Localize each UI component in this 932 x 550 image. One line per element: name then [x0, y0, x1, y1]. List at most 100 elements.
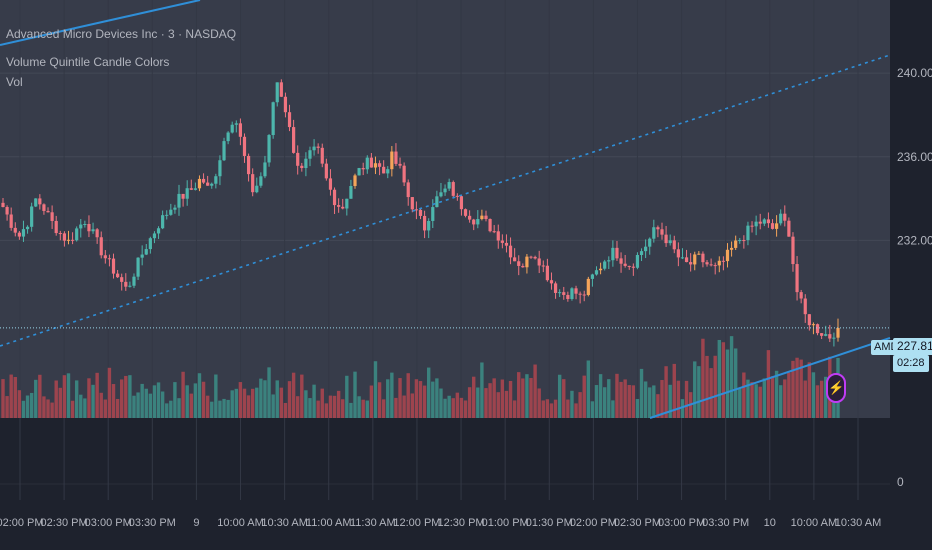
volume-bar: [365, 400, 369, 418]
candle-body: [693, 254, 697, 265]
candle-body: [697, 253, 701, 255]
trendline-upper: [0, 0, 201, 46]
volume-bar: [819, 380, 824, 418]
candle-body: [644, 246, 648, 252]
candle-body: [451, 182, 455, 196]
candle-body: [13, 227, 17, 233]
symbol-legend[interactable]: Advanced Micro Devices Inc · 3 · NASDAQ: [6, 27, 237, 41]
candle-body: [472, 219, 476, 225]
candle-body: [627, 265, 631, 267]
volume-bar: [811, 372, 816, 418]
candle-body: [533, 256, 537, 259]
price-tick-label: 236.00: [897, 150, 932, 164]
candle-body: [271, 102, 275, 136]
candle-body: [558, 292, 562, 294]
volume-bar: [676, 380, 681, 418]
volume-bar: [201, 381, 206, 418]
volume-bar: [713, 355, 717, 418]
volume-bar: [652, 385, 656, 418]
volume-bar: [717, 339, 721, 418]
time-tick-label: 01:00 PM: [482, 517, 529, 529]
candle-body: [791, 236, 795, 265]
volume-bar: [369, 385, 374, 418]
volume-bar: [721, 342, 726, 418]
candle-body: [279, 82, 283, 97]
candle-body: [255, 185, 259, 193]
candle-body: [234, 123, 238, 125]
candle-body: [725, 249, 730, 262]
volume-bar: [320, 388, 324, 418]
volume-bar: [570, 390, 574, 418]
indicator-legend[interactable]: Volume Quintile Candle Colors: [6, 55, 170, 69]
volume-legend[interactable]: Vol: [6, 75, 23, 89]
candle-body: [156, 228, 161, 234]
volume-bar: [373, 361, 378, 418]
volume-bar: [152, 385, 157, 418]
candle-body: [676, 249, 680, 258]
candle-body: [107, 258, 112, 260]
volume-bar: [160, 391, 165, 418]
volume-bar: [525, 374, 529, 418]
volume-bar: [648, 387, 652, 418]
time-tick-label: 02:00 PM: [0, 517, 44, 529]
candle-body: [316, 146, 320, 148]
volume-bar: [439, 388, 443, 418]
candle-body: [30, 206, 34, 227]
time-tick-label: 03:00 PM: [85, 517, 132, 529]
candle-body: [488, 219, 492, 232]
volume-bar: [799, 359, 803, 418]
candle-body: [783, 213, 787, 221]
volume-bar: [598, 374, 603, 418]
volume-bar: [607, 379, 611, 418]
volume-bar: [635, 399, 640, 418]
volume-bar: [9, 374, 13, 418]
volume-bar: [643, 381, 648, 418]
candle-body: [668, 240, 672, 244]
candle-body: [152, 233, 157, 239]
candle-body: [807, 314, 811, 326]
candle-body: [664, 234, 668, 244]
volume-bar: [697, 366, 701, 418]
candle-body: [75, 228, 79, 241]
volume-bar: [304, 390, 308, 418]
volume-bar: [250, 388, 255, 418]
volume-bar: [537, 388, 541, 418]
time-tick-label: 03:00 PM: [658, 517, 705, 529]
volume-tick-label: 0: [897, 475, 904, 489]
candle-body: [357, 168, 361, 176]
volume-bar: [398, 378, 402, 418]
candle-body: [517, 261, 521, 266]
volume-bar: [279, 387, 284, 418]
candle-body: [648, 238, 652, 247]
volume-bar: [148, 393, 153, 418]
candle-body: [590, 274, 595, 279]
volume-bar: [316, 400, 320, 418]
candle-body: [251, 174, 255, 193]
lightning-icon[interactable]: ⚡: [826, 373, 846, 403]
trendlines[interactable]: [0, 0, 891, 419]
candle-body: [263, 162, 267, 177]
candle-body: [300, 165, 304, 169]
time-tick-label: 02:00 PM: [570, 517, 617, 529]
volume-bar: [156, 382, 161, 418]
volume-bar: [611, 400, 615, 418]
volume-bar: [484, 388, 488, 418]
volume-bar: [177, 398, 181, 418]
candle-body: [824, 334, 828, 336]
volume-bar: [549, 403, 554, 418]
candle-body: [148, 238, 152, 250]
volume-bar: [226, 399, 230, 418]
main-pane-background: [0, 0, 890, 418]
volume-bar: [451, 398, 455, 418]
time-tick-label: 10:00 AM: [791, 517, 837, 529]
volume-bar: [259, 378, 263, 418]
candle-body: [332, 189, 337, 206]
volume-bar: [729, 336, 734, 418]
volume-bar: [42, 396, 46, 418]
candle-body: [811, 324, 816, 326]
volume-bar: [557, 374, 562, 418]
volume-bar: [639, 368, 644, 418]
